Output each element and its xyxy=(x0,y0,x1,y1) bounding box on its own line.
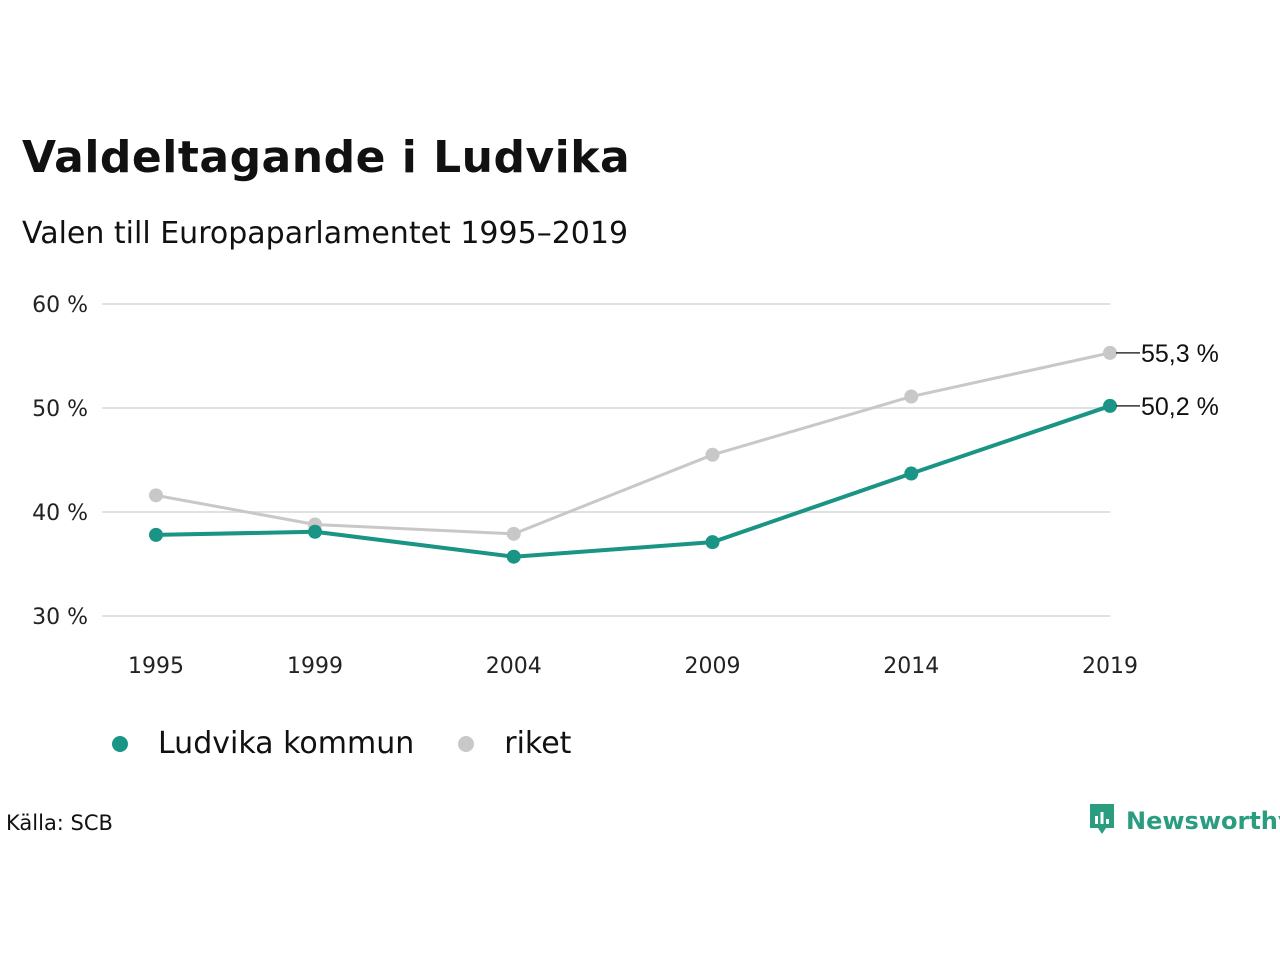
y-tick-label: 60 % xyxy=(32,293,88,318)
y-tick-label: 30 % xyxy=(32,605,88,630)
series-ludvika xyxy=(149,398,1117,564)
data-point-ludvika xyxy=(705,535,720,550)
data-point-riket xyxy=(904,389,919,404)
data-point-ludvika xyxy=(1103,398,1117,413)
legend-item-ludvika: Ludvika kommun xyxy=(112,726,414,761)
x-tick-label: 2014 xyxy=(883,654,939,679)
series-line-ludvika xyxy=(155,404,1111,559)
y-tick-label: 40 % xyxy=(32,501,88,526)
x-tick-label: 2019 xyxy=(1082,654,1138,679)
brand-name: Newsworthy xyxy=(1126,807,1280,835)
legend-marker-ludvika xyxy=(112,735,128,752)
x-tick-label: 1999 xyxy=(287,654,343,679)
legend-label-ludvika: Ludvika kommun xyxy=(158,726,415,761)
legend-item-riket: riket xyxy=(458,726,571,761)
x-axis-ticks: 1995 1999 2004 2009 2014 2019 xyxy=(128,654,1138,679)
end-label-riket: 55,3 % xyxy=(1141,340,1219,368)
y-tick-label: 50 % xyxy=(32,397,88,422)
grid-lines xyxy=(102,303,1110,617)
data-point-riket xyxy=(1103,345,1117,360)
series-line-riket xyxy=(155,351,1111,536)
data-point-riket xyxy=(705,447,720,462)
data-point-ludvika xyxy=(149,527,163,542)
x-tick-label: 2004 xyxy=(486,654,542,679)
data-point-ludvika xyxy=(904,466,919,481)
brand-logo[interactable]: Newsworthy xyxy=(1088,802,1280,840)
source-note: Källa: SCB xyxy=(6,811,113,835)
x-tick-label: 1995 xyxy=(128,654,184,679)
line-chart: 30 % 40 % 50 % 60 % 1995 1999 2004 2009 2014 201… xyxy=(32,293,1219,679)
chart-title: Valdeltagande i Ludvika xyxy=(22,132,631,183)
legend-label-riket: riket xyxy=(504,726,572,761)
data-point-riket xyxy=(149,488,163,503)
x-tick-label: 2009 xyxy=(685,654,741,679)
data-point-ludvika xyxy=(506,549,521,564)
chart-subtitle: Valen till Europaparlamentet 1995–2019 xyxy=(22,216,629,251)
end-labels: 55,3 % 50,2 % xyxy=(1116,340,1219,421)
newsworthy-logo-icon xyxy=(1088,802,1116,840)
data-point-riket xyxy=(506,526,521,541)
end-label-ludvika: 50,2 % xyxy=(1141,393,1219,421)
y-axis-ticks: 30 % 40 % 50 % 60 % xyxy=(32,293,88,630)
legend-marker-riket xyxy=(458,735,475,752)
data-point-ludvika xyxy=(308,524,322,539)
series-lines xyxy=(149,345,1117,564)
legend: Ludvika kommun riket xyxy=(112,726,615,761)
